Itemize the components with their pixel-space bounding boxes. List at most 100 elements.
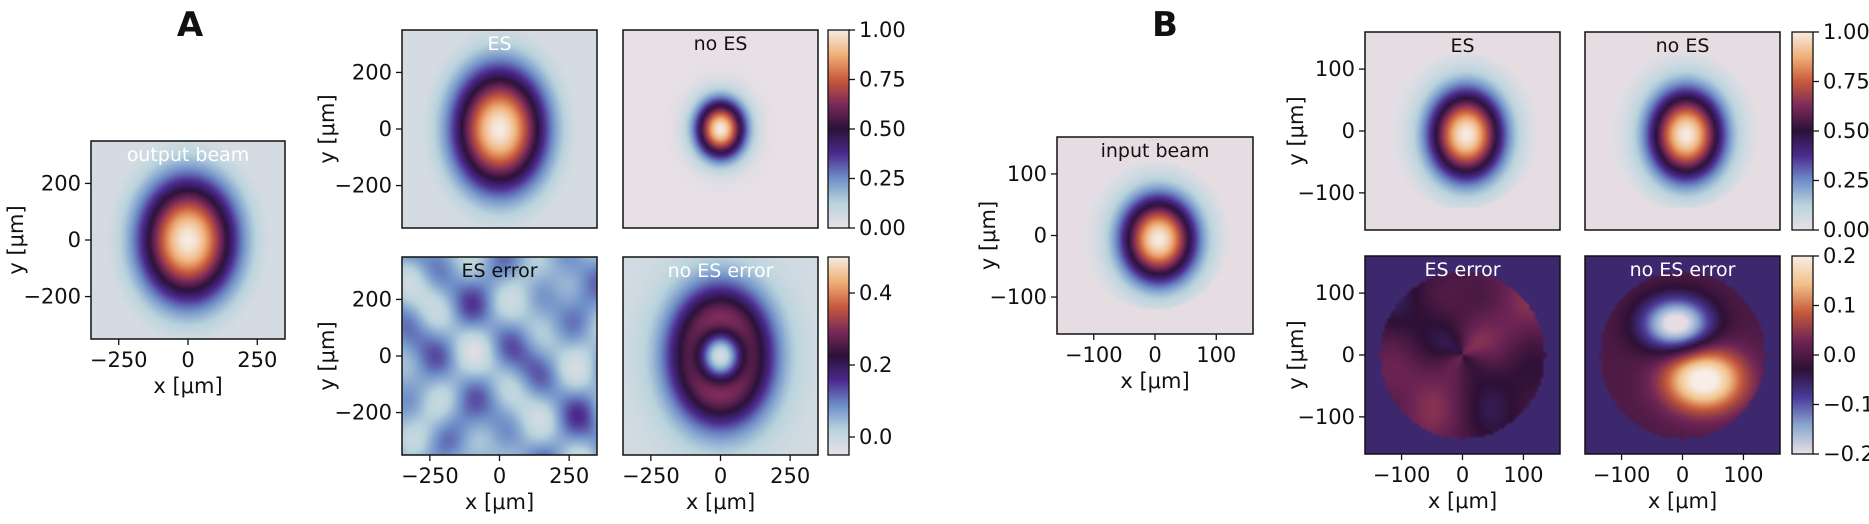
x-tick-label: −250: [622, 464, 680, 488]
y-axis-label: y [μm]: [1284, 96, 1308, 165]
colorbar-tick-label: 0.0: [859, 425, 892, 449]
heatmap-image-A-ES-error: [402, 257, 597, 455]
y-tick-label: −100: [1297, 181, 1355, 205]
x-tick-label: 250: [549, 464, 589, 488]
heatmap-image-B-input: [1057, 137, 1253, 334]
colorbar-tick-label: −0.1: [1823, 393, 1869, 417]
plot-frame: [1584, 31, 1781, 231]
x-axis-label: x [μm]: [465, 490, 534, 514]
colorbar: [827, 29, 850, 229]
y-tick-label: 200: [352, 287, 392, 311]
plot-title: input beam: [1101, 140, 1210, 162]
plot-title: no ES error: [668, 260, 774, 282]
colorbar: [827, 256, 850, 456]
colorbar-tick-label: 0.50: [1823, 119, 1869, 143]
x-tick-label: 250: [770, 464, 810, 488]
plot-B-ES: ES 100 0 −100 y [μm]: [1284, 31, 1561, 231]
y-tick-label: 0: [379, 344, 392, 368]
plot-title: ES error: [1424, 259, 1500, 281]
y-tick-label: 100: [1315, 57, 1355, 81]
heatmap-image-A-noES-error: [623, 257, 818, 455]
colorbar-tick-label: 0.1: [1823, 294, 1856, 318]
colorbar: [1791, 31, 1814, 231]
plot-title: output beam: [127, 144, 250, 166]
x-axis-label: x [μm]: [1648, 489, 1717, 513]
colorbar: [1791, 255, 1814, 455]
x-tick-label: 0: [493, 464, 506, 488]
colorbar-tick-label: 0.50: [859, 117, 906, 141]
y-tick-label: 100: [1315, 281, 1355, 305]
plot-title: no ES: [694, 33, 748, 55]
colorbar-tick-label: 0.25: [1823, 169, 1869, 193]
x-axis-label: x [μm]: [686, 490, 755, 514]
plot-title: no ES error: [1630, 259, 1736, 281]
y-tick-label: 100: [1007, 162, 1047, 186]
y-axis-label: y [μm]: [315, 94, 339, 163]
x-tick-label: 0: [181, 348, 194, 372]
colorbar-tick-label: 0.0: [1823, 343, 1856, 367]
plot-B-noES: no ES: [1584, 31, 1781, 231]
plot-A-noES-error: no ES error −250 0 250 x [μm]: [622, 256, 819, 514]
plot-A-noES: no ES: [622, 29, 819, 229]
heatmap-image-B-ES-error: [1365, 256, 1560, 454]
x-tick-label: −100: [1593, 463, 1651, 487]
plot-title: ES: [1450, 35, 1474, 57]
plot-A-ES-error: ES error −250 0 250 x [μm] 200 0 −200 y [μm]: [315, 256, 598, 514]
y-tick-label: −100: [989, 285, 1047, 309]
x-tick-label: 0: [1148, 343, 1161, 367]
plot-B-cbar-bottom: 0.2 0.1 0.0 −0.1 −0.2: [1791, 244, 1869, 466]
heatmap-image-B-ES: [1365, 32, 1560, 230]
x-tick-label: 0: [714, 464, 727, 488]
y-tick-label: −100: [1297, 405, 1355, 429]
y-tick-label: 200: [352, 60, 392, 84]
y-axis-label: y [μm]: [1284, 320, 1308, 389]
colorbar-tick-label: 0.75: [859, 68, 906, 92]
heatmap-image-B-noES: [1585, 32, 1780, 230]
x-axis-label: x [μm]: [1428, 489, 1497, 513]
x-tick-label: −100: [1065, 343, 1123, 367]
colorbar-tick-label: 0.2: [1823, 244, 1856, 268]
y-tick-label: −200: [23, 285, 81, 309]
heatmap-image-B-noES-error: [1585, 256, 1780, 454]
y-axis-label: y [μm]: [315, 321, 339, 390]
colorbar-tick-label: 1.00: [859, 18, 906, 42]
x-tick-label: 100: [1196, 343, 1236, 367]
y-tick-label: 0: [68, 228, 81, 252]
x-tick-label: −250: [90, 348, 148, 372]
colorbar-tick-label: 0.00: [1823, 218, 1869, 242]
x-axis-label: x [μm]: [1120, 369, 1189, 393]
y-tick-label: 0: [1342, 119, 1355, 143]
colorbar-tick-label: 0.2: [859, 353, 892, 377]
plot-B-cbar-top: 1.00 0.75 0.50 0.25 0.00: [1791, 20, 1869, 242]
y-tick-label: 0: [379, 117, 392, 141]
x-tick-label: 0: [1456, 463, 1469, 487]
colorbar-tick-label: −0.2: [1823, 442, 1869, 466]
plot-A-cbar-bottom: 0.4 0.2 0.0: [827, 256, 892, 456]
plot-title: ES: [487, 33, 511, 55]
plot-A-ES: ES 200 0 −200 y [μm]: [315, 29, 598, 229]
x-tick-label: 100: [1503, 463, 1543, 487]
plot-B-input: input beam −100 0 100 x [μm] 100 0 −100 y [μm]: [976, 136, 1254, 393]
x-tick-label: 250: [237, 348, 277, 372]
y-axis-label: y [μm]: [4, 205, 28, 274]
colorbar-tick-label: 0.75: [1823, 70, 1869, 94]
plot-A-output: output beam −250 0 250 x [μm] 200 0 −200 y [μm]: [4, 140, 286, 398]
heatmap-image-A-ES: [402, 30, 597, 228]
plot-title: no ES: [1656, 35, 1710, 57]
x-tick-label: −250: [401, 464, 459, 488]
plot-title: ES error: [461, 260, 537, 282]
x-tick-label: 100: [1723, 463, 1763, 487]
heatmap-image-A-output: [91, 141, 285, 339]
x-axis-label: x [μm]: [153, 374, 222, 398]
panel-label-b: B: [1152, 5, 1178, 45]
plot-frame: [622, 29, 819, 229]
x-tick-label: 0: [1676, 463, 1689, 487]
colorbar-tick-label: 1.00: [1823, 20, 1869, 44]
x-tick-label: −100: [1373, 463, 1431, 487]
y-tick-label: 0: [1342, 343, 1355, 367]
plot-A-cbar-top: 1.00 0.75 0.50 0.25 0.00: [827, 18, 906, 240]
colorbar-tick-label: 0.25: [859, 167, 906, 191]
